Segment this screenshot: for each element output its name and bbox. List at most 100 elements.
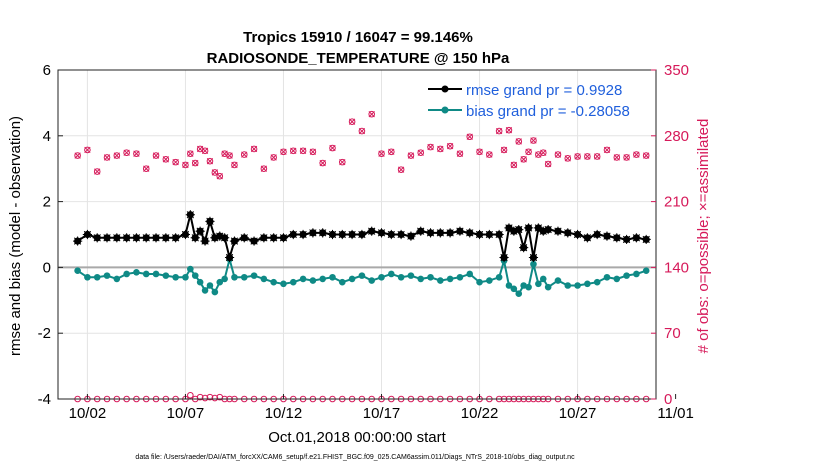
possible-obs-marker: [172, 158, 179, 166]
possible-obs-marker: [152, 152, 160, 159]
assimilated-obs-marker: [530, 137, 537, 144]
x-tick-label: 10/17: [363, 405, 401, 422]
assimilated-obs-marker: [94, 168, 101, 175]
possible-obs-marker: [211, 394, 219, 402]
rmse-marker-star: [538, 226, 548, 236]
possible-obs-marker: [515, 138, 523, 145]
rmse-marker-star: [298, 229, 308, 240]
bias-marker: [525, 283, 532, 291]
assimilated-obs-marker: [329, 144, 336, 152]
assimilated-obs-marker: [182, 161, 189, 169]
bias-marker: [319, 275, 326, 283]
y-tick-label-left: 6: [43, 62, 51, 79]
rmse-marker-star: [523, 223, 534, 233]
bias-marker: [584, 280, 591, 288]
rmse-marker-star: [347, 229, 357, 240]
bias-marker: [603, 273, 611, 281]
possible-obs-marker: [206, 393, 214, 401]
rmse-marker-star: [269, 233, 279, 243]
rmse-marker-star: [278, 233, 289, 243]
rmse-marker-star: [357, 229, 367, 240]
rmse-marker-star: [602, 231, 612, 241]
assimilated-obs-marker: [241, 151, 248, 158]
bias-marker: [329, 273, 336, 281]
bias-series: [74, 255, 650, 298]
assimilated-obs-marker: [226, 152, 233, 159]
assimilated-obs-marker: [495, 127, 503, 135]
assimilated-obs-marker: [378, 150, 385, 157]
possible-obs-marker: [476, 148, 483, 156]
bias-marker: [466, 270, 474, 278]
bias-marker: [544, 283, 552, 291]
bias-marker: [231, 273, 238, 281]
possible-obs-marker: [378, 150, 385, 157]
legend-rmse-label: rmse grand pr = 0.9928: [466, 82, 622, 99]
bias-marker: [530, 260, 537, 268]
rmse-marker-star: [592, 229, 602, 240]
assimilated-obs-marker: [446, 142, 454, 150]
bias-marker: [133, 269, 140, 276]
assimilated-obs-marker: [545, 160, 552, 168]
rmse-marker-star: [259, 233, 269, 243]
bias-marker: [289, 278, 297, 286]
assimilated-obs-marker: [535, 151, 542, 158]
rmse-marker-star: [406, 231, 416, 241]
rmse-marker-star: [582, 233, 592, 243]
y-tick-label-left: -4: [38, 391, 51, 408]
rmse-marker-star: [553, 226, 563, 236]
assimilated-obs-marker: [172, 158, 179, 166]
bias-marker: [476, 278, 483, 286]
bias-marker: [495, 273, 503, 281]
possible-obs-marker: [142, 165, 150, 172]
bias-marker: [196, 278, 204, 286]
assimilated-obs-marker: [231, 161, 238, 169]
bias-marker: [250, 272, 258, 279]
bias-marker: [437, 277, 444, 284]
assimilated-obs-marker: [540, 149, 547, 156]
rmse-marker-star: [215, 231, 225, 241]
assimilated-obs-marker: [187, 150, 194, 157]
assimilated-obs-marker: [456, 150, 464, 157]
rmse-marker-star: [445, 228, 455, 238]
rmse-marker-star: [631, 233, 641, 243]
assimilated-obs-marker: [221, 150, 228, 157]
possible-obs-marker: [368, 110, 376, 118]
assimilated-obs-marker: [554, 151, 562, 158]
rmse-marker-star: [327, 229, 338, 240]
bias-marker: [216, 278, 224, 286]
bias-marker: [348, 275, 356, 283]
bias-marker: [368, 277, 376, 284]
rmse-marker-star: [435, 228, 445, 238]
possible-obs-marker: [510, 161, 518, 169]
rmse-marker-star: [190, 233, 200, 243]
possible-obs-marker: [338, 158, 346, 166]
bias-marker: [446, 275, 454, 283]
y-tick-label-left: 0: [43, 259, 51, 276]
possible-obs-marker: [162, 156, 170, 163]
assimilated-obs-marker: [358, 127, 366, 135]
possible-obs-marker: [417, 149, 425, 157]
assimilated-obs-marker: [594, 153, 601, 160]
bias-marker: [456, 273, 464, 281]
assimilated-obs-marker: [510, 161, 518, 169]
rmse-marker-star: [386, 229, 396, 240]
rmse-marker-star: [621, 234, 632, 245]
assimilated-obs-marker: [103, 154, 111, 161]
possible-obs-marker: [133, 150, 140, 157]
assimilated-obs-marker: [564, 155, 571, 162]
possible-obs-marker: [466, 133, 474, 141]
possible-obs-marker: [329, 144, 336, 152]
bias-marker: [113, 275, 121, 283]
bias-marker: [554, 277, 562, 284]
rmse-marker-star: [308, 228, 318, 238]
bias-marker: [613, 275, 621, 283]
y-tick-label-right: 210: [664, 194, 689, 211]
bias-marker: [427, 273, 434, 281]
rmse-marker-star: [195, 226, 205, 236]
bias-marker: [93, 273, 101, 281]
bias-marker: [633, 270, 640, 278]
rmse-marker-star: [102, 233, 112, 243]
rmse-marker-star: [474, 229, 485, 240]
rmse-marker-star: [337, 229, 347, 240]
legend: rmse grand pr = 0.9928 bias grand pr = -…: [428, 82, 630, 120]
